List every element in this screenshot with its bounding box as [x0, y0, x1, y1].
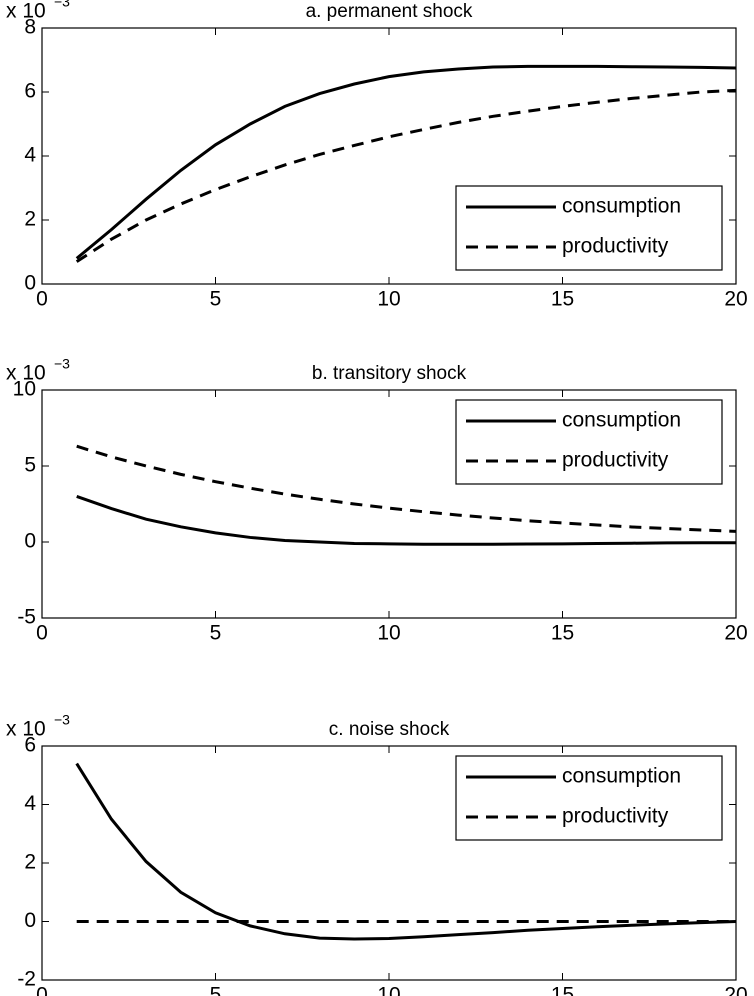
legend-label: consumption [562, 195, 681, 218]
y-tick-label: 6 [24, 80, 36, 103]
y-tick-label: 5 [24, 454, 36, 477]
series-line [75, 762, 737, 941]
series-line [76, 494, 736, 546]
y-tick-label: 0 [24, 909, 36, 932]
scale-exponent: −3 [54, 356, 70, 372]
y-tick-label: 10 [13, 378, 36, 401]
legend-label: productivity [562, 805, 669, 828]
legend: consumption productivity [455, 755, 723, 841]
legend-box [455, 399, 723, 485]
x-tick-label: 20 [724, 622, 747, 645]
axes-frame [41, 389, 737, 619]
subplot-title: b. transitory shock [312, 363, 467, 384]
subplot-title: c. noise shock [329, 719, 450, 740]
legend-label: productivity [562, 235, 669, 258]
y-tick-label: 0 [24, 272, 36, 295]
x-tick-label: 20 [724, 984, 747, 996]
legend: consumption productivity [455, 185, 723, 271]
scale-label: x 10 [6, 362, 46, 385]
y-tick-label: 8 [24, 16, 36, 39]
legend-box [455, 755, 723, 841]
axes-frame [41, 745, 737, 981]
y-tick-label: -5 [17, 606, 36, 629]
legend: consumption productivity [455, 399, 723, 485]
legend-label: consumption [562, 765, 681, 788]
y-tick-label: 6 [24, 734, 36, 757]
x-tick-label: 10 [377, 622, 400, 645]
x-tick-label: 20 [724, 288, 747, 311]
x-tick-label: 5 [210, 984, 222, 996]
y-tick-label: 2 [24, 851, 36, 874]
x-tick-label: 0 [36, 622, 48, 645]
x-tick-label: 15 [551, 288, 574, 311]
y-tick-label: 4 [24, 144, 36, 167]
axes-frame [41, 27, 737, 285]
x-tick-label: 10 [377, 984, 400, 996]
x-tick-label: 15 [551, 984, 574, 996]
legend-box [455, 185, 723, 271]
scale-exponent: −3 [54, 0, 70, 10]
series-line [75, 88, 737, 263]
legend-label: productivity [562, 449, 669, 472]
subplot: a. permanent shock x 10 −3 0 5 10 15 20 0 2 4 6 8 con… [6, 0, 748, 311]
x-tick-label: 15 [551, 622, 574, 645]
x-tick-label: 0 [36, 288, 48, 311]
y-tick-label: 2 [24, 208, 36, 231]
x-tick-label: 0 [36, 984, 48, 996]
y-tick-label: 0 [24, 530, 36, 553]
series-line [75, 64, 737, 260]
subplot-title: a. permanent shock [306, 1, 473, 22]
scale-label: x 10 [6, 718, 46, 741]
y-tick-label: 4 [24, 792, 36, 815]
x-tick-label: 5 [210, 622, 222, 645]
legend-label: consumption [562, 409, 681, 432]
x-tick-label: 5 [210, 288, 222, 311]
y-tick-label: -2 [17, 968, 36, 991]
scale-exponent: −3 [54, 712, 70, 728]
scale-label: x 10 [6, 0, 46, 23]
x-tick-label: 10 [377, 288, 400, 311]
